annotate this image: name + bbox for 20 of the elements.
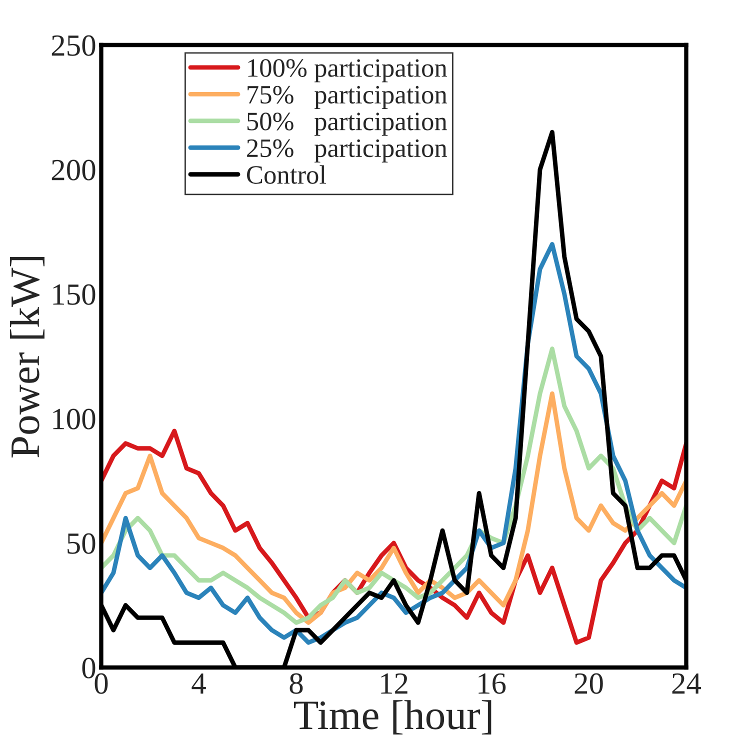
x-axis-title: Time [hour] (294, 700, 492, 735)
legend-label: 75% participation (248, 86, 448, 110)
x-tick-label: 20 (574, 673, 603, 694)
x-tick-label: 16 (478, 673, 506, 694)
x-tick-label: 8 (290, 673, 303, 694)
y-tick-label: 200 (52, 160, 96, 180)
legend-label: 100% participation (248, 59, 448, 82)
x-tick-label: 12 (381, 673, 408, 694)
x-tick-label: 24 (672, 673, 702, 694)
y-tick-label: 150 (53, 284, 96, 305)
line-series (101, 391, 686, 625)
y-tick-label: 50 (68, 533, 96, 554)
y-tick-label: 250 (52, 35, 96, 56)
y-axis-title: Power [kW] (10, 256, 44, 458)
legend-label: 50% participation (247, 112, 448, 136)
y-tick-label: 100 (53, 408, 96, 430)
y-tick-label: 0 (82, 658, 96, 678)
x-tick-label: 4 (192, 673, 206, 694)
legend-label: Control (246, 165, 326, 184)
legend-label: 25% participation (247, 139, 448, 162)
